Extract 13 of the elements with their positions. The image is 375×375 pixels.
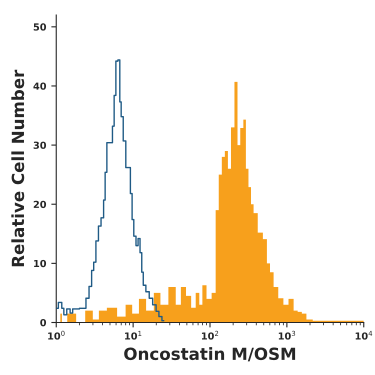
y-tick-label: 10 xyxy=(34,260,46,268)
x-tick-label: 10$^{4}$ xyxy=(356,330,372,340)
x-tick-label: 10$^{3}$ xyxy=(278,330,296,340)
y-axis-title: Relative Cell Number xyxy=(11,70,24,266)
y-tick-label: 40 xyxy=(33,82,46,90)
x-tick-label: 10$^{0}$ xyxy=(48,330,65,340)
y-tick-label: 50 xyxy=(34,23,46,31)
x-tick-label: 10$^{2}$ xyxy=(202,330,218,340)
y-tick-label: 30 xyxy=(34,142,46,149)
y-tick-label: 20 xyxy=(34,200,46,208)
y-tick-label: 0 xyxy=(40,318,46,326)
x-tick-label: 10$^{1}$ xyxy=(125,330,142,340)
x-axis-title: Oncostatin M/OSM xyxy=(124,347,296,362)
